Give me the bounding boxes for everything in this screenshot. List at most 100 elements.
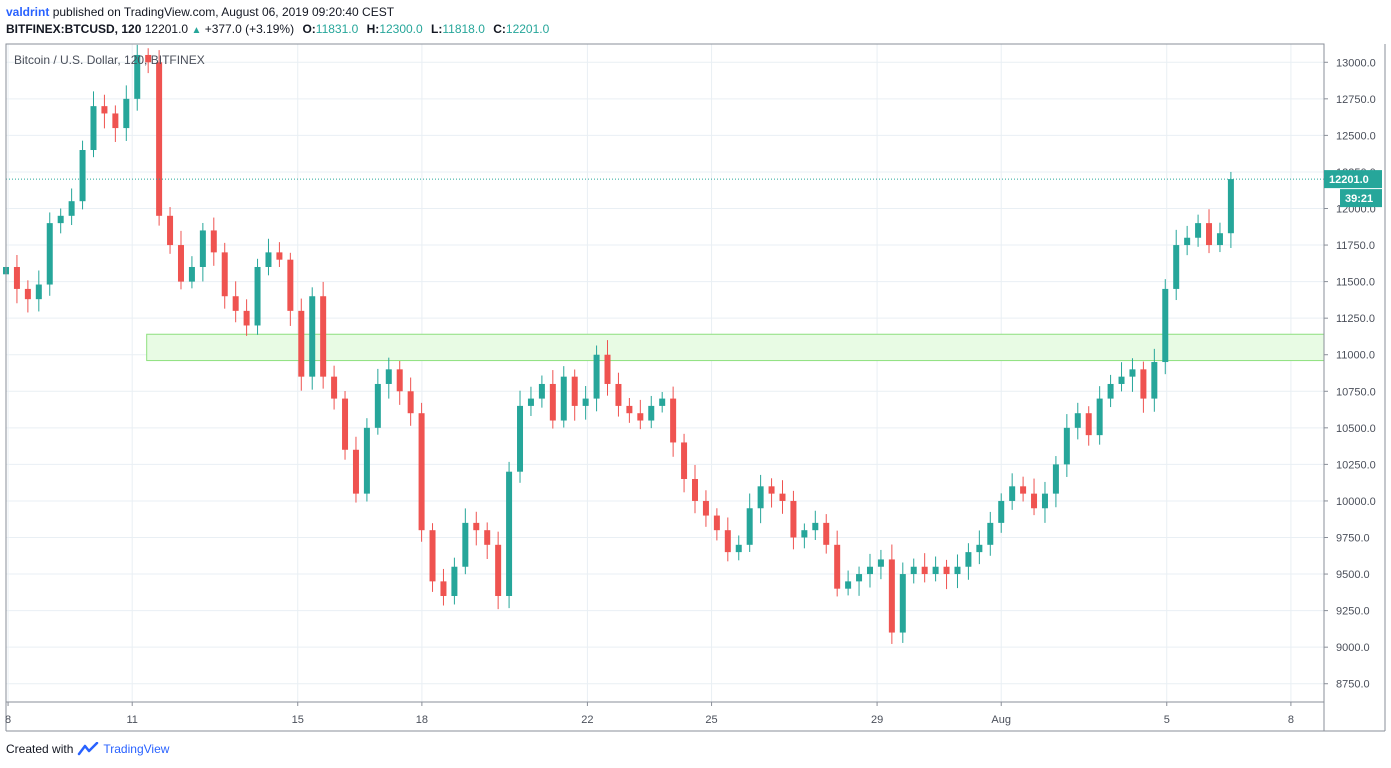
- price-change: +377.0 (+3.19%): [204, 22, 295, 36]
- chart-title: Bitcoin / U.S. Dollar, 120, BITFINEX: [14, 53, 205, 67]
- candle-body: [473, 522, 480, 531]
- candle-body: [331, 376, 338, 399]
- candle-body: [188, 266, 195, 282]
- candle-body: [637, 413, 644, 421]
- x-tick-label: 29: [871, 714, 883, 726]
- x-tick-label: 11: [127, 714, 138, 726]
- candle-body: [790, 500, 797, 538]
- candle-body: [549, 383, 556, 421]
- candle-body: [812, 522, 819, 531]
- candle-body: [593, 354, 600, 399]
- candle-body: [1162, 288, 1169, 363]
- y-tick-label: 11750.0: [1336, 240, 1375, 252]
- y-tick-label: 12500.0: [1336, 130, 1376, 142]
- candle-body: [866, 566, 873, 575]
- open-value: 11831.0: [315, 22, 359, 36]
- candle-body: [517, 405, 524, 472]
- candle-body: [429, 530, 436, 582]
- candle-body: [156, 62, 163, 216]
- candle-body: [702, 500, 709, 516]
- candle-body: [877, 559, 884, 567]
- chart-grid: [6, 44, 1324, 702]
- candle-body: [385, 369, 392, 384]
- candle-body: [1063, 427, 1070, 465]
- y-tick-label: 8750.0: [1336, 679, 1370, 691]
- candle-body: [910, 566, 917, 575]
- candle-body: [1031, 493, 1038, 509]
- candle-body: [681, 442, 688, 480]
- candle-body: [90, 106, 97, 151]
- x-tick-label: 15: [292, 714, 304, 726]
- candle-body: [68, 201, 75, 216]
- publish-info: valdrint published on TradingView.com, A…: [6, 5, 394, 19]
- open-label: O:: [302, 22, 316, 36]
- candle-body: [276, 252, 283, 260]
- interval: 120: [121, 22, 142, 36]
- candle-body: [232, 296, 239, 311]
- x-axis: 8 11 15 18 22 25 29 Aug 5 8: [5, 702, 1294, 726]
- price-chart[interactable]: Bitcoin / U.S. Dollar, 120, BITFINEX 875…: [0, 0, 1391, 740]
- candle-body: [199, 230, 206, 267]
- candle-body: [101, 106, 108, 114]
- footer: Created with TradingView: [6, 742, 169, 756]
- x-tick-label: 22: [581, 714, 593, 726]
- candle-body: [527, 398, 534, 406]
- published-text: published on TradingView.com, August 06,…: [52, 5, 395, 19]
- candle-body: [538, 383, 545, 399]
- candle-body: [484, 530, 491, 545]
- candle-body: [670, 398, 677, 443]
- candle-body: [374, 383, 381, 428]
- candle-body: [713, 515, 720, 531]
- candle-body: [604, 354, 611, 384]
- candle-body: [998, 500, 1005, 523]
- y-tick-label: 10500.0: [1336, 423, 1376, 435]
- x-tick-label: 8: [5, 714, 11, 726]
- y-tick-label: 11250.0: [1336, 313, 1375, 325]
- candle-body: [1151, 362, 1158, 399]
- candle-body: [1085, 413, 1092, 436]
- y-tick-label: 9500.0: [1336, 569, 1370, 581]
- candle-body: [1074, 413, 1081, 428]
- author-name[interactable]: valdrint: [6, 5, 50, 19]
- resistance-zone: [146, 333, 1325, 362]
- candle-body: [418, 413, 425, 531]
- y-tick-label: 12750.0: [1336, 94, 1376, 106]
- candle-body: [309, 296, 316, 377]
- candle-body: [768, 486, 775, 494]
- countdown-tag: [1340, 189, 1382, 208]
- candle-body: [943, 566, 950, 575]
- candle-body: [342, 398, 349, 450]
- candle-body: [462, 522, 469, 567]
- x-tick-label: 5: [1164, 714, 1170, 726]
- candle-body: [363, 427, 370, 494]
- candle-body: [352, 449, 359, 494]
- tradingview-link[interactable]: TradingView: [103, 742, 170, 756]
- y-tick-label: 10250.0: [1336, 459, 1376, 471]
- candle-body: [1118, 376, 1125, 384]
- candle-body: [254, 266, 261, 326]
- price-tags: 12201.0 39:21: [1324, 170, 1382, 208]
- candle-body: [177, 245, 184, 282]
- candle-body: [965, 552, 972, 567]
- y-axis: 8750.0 9000.0 9250.0 9500.0 9750.0 10000.0 102…: [1324, 57, 1376, 691]
- candle-body: [167, 215, 174, 246]
- candle-body: [145, 54, 152, 63]
- candle-body: [210, 230, 217, 253]
- candle-body: [440, 581, 447, 596]
- candle-body: [46, 223, 53, 285]
- candle-body: [298, 310, 305, 377]
- candle-body: [724, 530, 731, 553]
- candle-body: [13, 266, 20, 289]
- candle-body: [856, 574, 863, 582]
- y-tick-label: 11500.0: [1336, 277, 1375, 289]
- x-tick-label: 25: [705, 714, 717, 726]
- candle-body: [112, 113, 119, 129]
- low-value: 11818.0: [442, 22, 485, 36]
- close-value: 12201.0: [505, 22, 550, 36]
- y-tick-label: 13000.0: [1336, 57, 1376, 69]
- candle-body: [615, 383, 622, 406]
- candle-body: [495, 544, 502, 596]
- candle-body: [834, 544, 841, 589]
- y-tick-label: 9250.0: [1336, 606, 1370, 618]
- candle-body: [801, 530, 808, 538]
